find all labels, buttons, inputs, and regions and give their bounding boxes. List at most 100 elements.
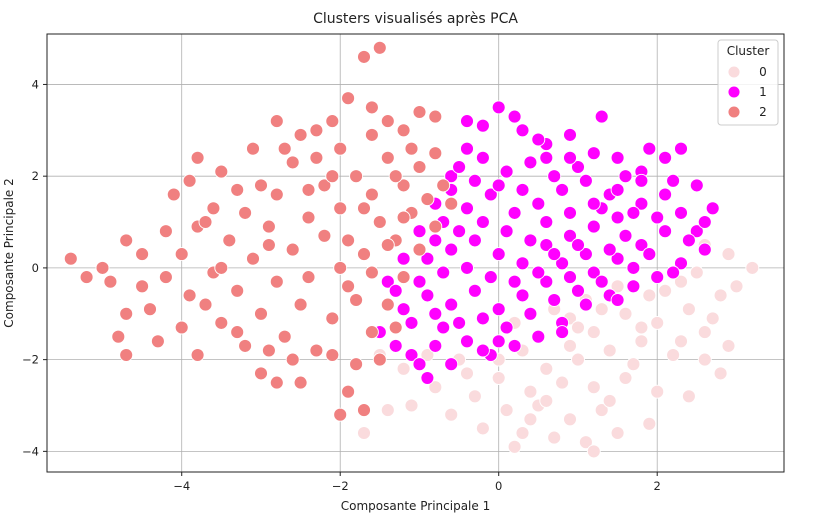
- data-point-cluster-2: [166, 187, 181, 202]
- legend-box: [717, 39, 779, 126]
- data-point-cluster-1: [428, 306, 443, 321]
- data-point-cluster-2: [341, 279, 356, 294]
- data-point-cluster-2: [285, 242, 300, 257]
- data-point-cluster-2: [301, 210, 316, 225]
- data-point-cluster-0: [713, 288, 728, 303]
- data-point-cluster-2: [364, 127, 379, 142]
- data-point-cluster-1: [658, 224, 673, 239]
- data-point-cluster-2: [396, 123, 411, 138]
- data-point-cluster-1: [539, 215, 554, 229]
- data-point-cluster-1: [467, 283, 482, 298]
- data-point-cluster-2: [396, 270, 411, 285]
- data-point-cluster-0: [571, 320, 585, 335]
- data-point-cluster-2: [372, 40, 387, 55]
- legend: Cluster 0 1 2: [717, 39, 779, 126]
- data-point-cluster-1: [681, 233, 696, 248]
- data-point-cluster-0: [420, 348, 435, 362]
- data-point-cluster-2: [349, 169, 364, 184]
- data-point-cluster-0: [610, 279, 625, 294]
- data-point-cluster-1: [618, 169, 633, 184]
- data-point-cluster-1: [539, 238, 554, 252]
- data-point-cluster-2: [95, 260, 110, 275]
- data-point-cluster-2: [357, 201, 371, 216]
- data-point-cluster-2: [238, 205, 253, 220]
- data-point-cluster-2: [214, 260, 229, 275]
- y-tick-label: 0: [32, 261, 39, 275]
- data-point-cluster-2: [357, 49, 371, 64]
- data-point-cluster-2: [309, 343, 324, 358]
- data-point-cluster-0: [634, 334, 649, 349]
- data-point-cluster-0: [467, 389, 482, 404]
- data-point-cluster-2: [182, 173, 197, 188]
- data-point-cluster-1: [507, 109, 522, 124]
- data-point-cluster-1: [610, 182, 625, 197]
- data-point-cluster-1: [475, 150, 490, 165]
- data-point-cluster-2: [150, 334, 165, 349]
- data-point-cluster-1: [460, 141, 474, 156]
- data-point-cluster-0: [642, 288, 657, 303]
- legend-entries: 0 1 2: [727, 65, 767, 119]
- data-point-cluster-1: [491, 334, 506, 349]
- data-point-cluster-0: [642, 416, 657, 431]
- data-point-cluster-2: [436, 178, 451, 193]
- data-point-cluster-0: [460, 366, 474, 381]
- data-point-cluster-1: [404, 348, 419, 362]
- data-point-cluster-1: [404, 315, 419, 330]
- data-point-cluster-1: [594, 274, 609, 289]
- data-point-cluster-2: [182, 288, 197, 303]
- data-point-cluster-2: [119, 233, 134, 248]
- y-tick-label: 4: [32, 77, 39, 91]
- data-point-cluster-1: [452, 315, 467, 330]
- data-point-cluster-1: [618, 228, 633, 243]
- data-point-cluster-1: [380, 274, 395, 289]
- data-point-cluster-0: [571, 352, 585, 367]
- data-point-cluster-1: [666, 173, 681, 188]
- data-point-cluster-0: [658, 283, 673, 298]
- data-point-cluster-2: [269, 114, 284, 129]
- data-point-cluster-2: [293, 297, 308, 312]
- data-point-cluster-2: [388, 169, 403, 184]
- data-point-cluster-1: [396, 251, 411, 266]
- data-point-cluster-2: [372, 215, 387, 229]
- data-point-cluster-2: [174, 320, 189, 335]
- data-point-cluster-2: [246, 141, 260, 156]
- data-point-cluster-1: [388, 338, 403, 353]
- data-point-cluster-1: [515, 256, 530, 271]
- data-point-cluster-1: [658, 187, 673, 202]
- legend-entry-label: 2: [759, 105, 767, 119]
- data-point-cluster-0: [594, 403, 609, 418]
- data-point-cluster-2: [285, 155, 300, 170]
- data-point-cluster-1: [555, 182, 570, 197]
- data-point-cluster-1: [491, 247, 506, 262]
- data-point-cluster-2: [341, 384, 356, 399]
- data-point-cluster-1: [586, 146, 601, 161]
- data-point-cluster-1: [689, 224, 704, 239]
- data-point-cluster-1: [452, 160, 467, 174]
- data-point-cluster-0: [547, 430, 562, 445]
- axis-ticks: −4 −2 0 2 −4 −2 0 2 4: [22, 77, 661, 493]
- data-point-cluster-2: [222, 233, 237, 248]
- data-point-cluster-1: [475, 118, 490, 133]
- data-point-cluster-2: [301, 270, 316, 285]
- data-point-cluster-1: [578, 173, 593, 188]
- y-tick-label: −2: [22, 353, 39, 367]
- data-point-cluster-1: [578, 247, 593, 262]
- data-point-cluster-0: [697, 325, 712, 340]
- data-point-cluster-1: [563, 270, 577, 285]
- data-point-cluster-2: [372, 352, 387, 367]
- data-point-cluster-1: [626, 260, 641, 275]
- data-point-cluster-1: [689, 178, 704, 193]
- data-point-cluster-2: [261, 238, 276, 252]
- data-point-cluster-1: [475, 215, 490, 229]
- data-point-cluster-1: [563, 150, 577, 165]
- data-point-cluster-2: [135, 279, 150, 294]
- data-point-cluster-2: [143, 302, 157, 317]
- data-point-cluster-1: [571, 160, 585, 174]
- data-point-cluster-2: [325, 169, 340, 184]
- data-point-cluster-1: [444, 169, 459, 184]
- data-point-cluster-1: [491, 302, 506, 317]
- data-point-cluster-1: [444, 357, 459, 372]
- legend-title: Cluster: [727, 44, 770, 58]
- data-point-cluster-1: [531, 329, 546, 344]
- data-point-cluster-1: [634, 173, 649, 188]
